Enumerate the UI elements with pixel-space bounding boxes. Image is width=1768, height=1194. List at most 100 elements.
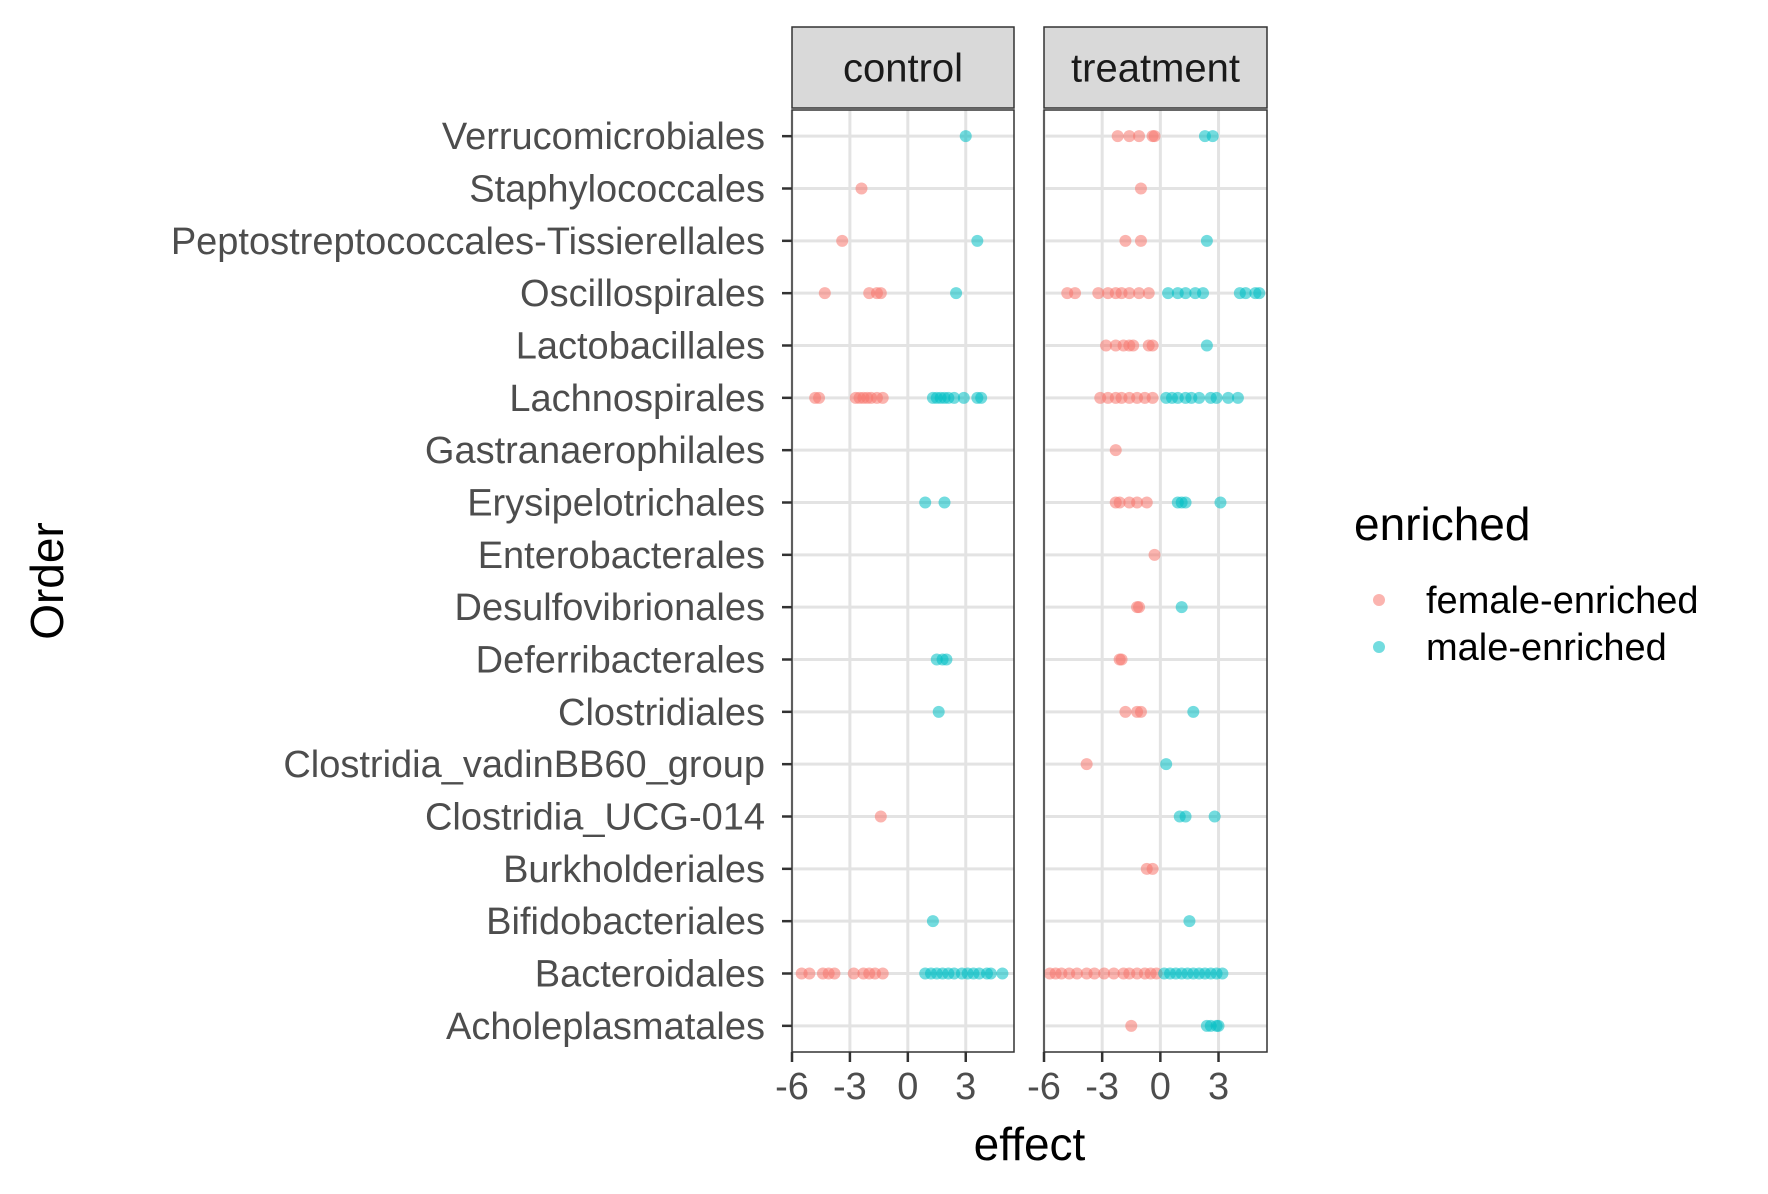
x-tick-label: -6 <box>775 1066 809 1108</box>
x-tick-label: 3 <box>955 1066 976 1108</box>
point-male-enriched <box>938 496 951 509</box>
point-male-enriched <box>1214 496 1227 509</box>
facet-strip-treatment <box>1043 26 1268 109</box>
point-male-enriched <box>1206 130 1219 143</box>
point-male-enriched <box>1239 287 1252 300</box>
x-tick-label: 3 <box>1208 1066 1229 1108</box>
point-female-enriched <box>1098 967 1111 980</box>
facet-strip-label-control: control <box>843 47 963 91</box>
point-female-enriched <box>876 967 889 980</box>
point-female-enriched <box>1133 601 1146 614</box>
y-tick-label-clostridiales: Clostridiales <box>558 692 765 734</box>
point-male-enriched <box>919 496 932 509</box>
point-male-enriched <box>1222 391 1235 404</box>
point-female-enriched <box>1069 287 1082 300</box>
point-female-enriched <box>836 234 849 247</box>
y-tick-label-clostridia-ucg-014: Clostridia_UCG-014 <box>425 797 765 839</box>
panel-background <box>792 110 1014 1052</box>
y-axis-title: Order <box>21 522 73 640</box>
y-tick-label-gastranaerophilales: Gastranaerophilales <box>425 430 765 472</box>
point-female-enriched <box>828 967 841 980</box>
legend-key-female-enriched <box>1373 594 1385 606</box>
point-female-enriched <box>874 287 887 300</box>
point-male-enriched <box>932 705 945 718</box>
point-female-enriched <box>1100 339 1113 352</box>
point-female-enriched <box>1133 287 1146 300</box>
point-male-enriched <box>1175 601 1188 614</box>
point-female-enriched <box>1146 391 1159 404</box>
point-male-enriched <box>1187 705 1200 718</box>
point-female-enriched <box>813 391 826 404</box>
legend: enriched female-enriched male-enriched <box>1354 498 1698 669</box>
point-female-enriched <box>876 391 889 404</box>
y-tick-label-enterobacterales: Enterobacterales <box>478 535 765 577</box>
point-male-enriched <box>1200 339 1213 352</box>
point-female-enriched <box>1125 1019 1138 1032</box>
point-female-enriched <box>1092 287 1105 300</box>
y-tick-label-verrucomicrobiales: Verrucomicrobiales <box>442 116 765 158</box>
point-female-enriched <box>1123 287 1136 300</box>
point-female-enriched <box>1127 339 1140 352</box>
panel-background <box>1044 110 1267 1052</box>
point-male-enriched <box>1160 758 1173 771</box>
point-female-enriched <box>1080 758 1093 771</box>
panel-border <box>1043 109 1268 1053</box>
point-male-enriched <box>1210 391 1223 404</box>
point-female-enriched <box>1133 130 1146 143</box>
y-tick-label-clostridia-vadinbb60-group: Clostridia_vadinBB60_group <box>283 744 765 786</box>
point-female-enriched <box>1088 967 1101 980</box>
point-male-enriched <box>971 234 984 247</box>
y-tick-label-lactobacillales: Lactobacillales <box>516 326 765 368</box>
point-male-enriched <box>1179 810 1192 823</box>
point-male-enriched <box>940 653 953 666</box>
point-male-enriched <box>950 287 963 300</box>
y-tick-label-burkholderiales: Burkholderiales <box>503 849 765 891</box>
point-male-enriched <box>1208 810 1221 823</box>
point-female-enriched <box>1134 234 1147 247</box>
x-tick-label: -3 <box>833 1066 867 1108</box>
y-tick-label-erysipelotrichales: Erysipelotrichales <box>467 483 765 525</box>
point-female-enriched <box>874 810 887 823</box>
point-male-enriched <box>1200 234 1213 247</box>
point-male-enriched <box>1183 915 1196 928</box>
point-female-enriched <box>1134 182 1147 195</box>
y-tick-label-acholeplasmatales: Acholeplasmatales <box>446 1006 765 1048</box>
point-male-enriched <box>957 391 970 404</box>
point-female-enriched <box>1148 548 1161 561</box>
panel-border <box>791 109 1015 1053</box>
y-tick-label-staphylococcales: Staphylococcales <box>469 169 765 211</box>
legend-title: enriched <box>1354 498 1530 550</box>
point-female-enriched <box>1111 130 1124 143</box>
point-male-enriched <box>1193 391 1206 404</box>
point-female-enriched <box>1134 705 1147 718</box>
facet-strip-label-treatment: treatment <box>1071 47 1240 91</box>
point-female-enriched <box>855 182 868 195</box>
point-male-enriched <box>975 391 988 404</box>
legend-label-female-enriched: female-enriched <box>1426 580 1698 622</box>
y-axis-tick-labels: Verrucomicrobiales Staphylococcales Peptos… <box>171 116 765 1048</box>
point-female-enriched <box>1115 653 1128 666</box>
y-tick-label-bacteroidales: Bacteroidales <box>535 954 765 996</box>
point-male-enriched <box>1253 287 1266 300</box>
point-female-enriched <box>1070 967 1083 980</box>
point-female-enriched <box>1123 130 1136 143</box>
point-female-enriched <box>1140 496 1153 509</box>
point-male-enriched <box>996 967 1009 980</box>
point-female-enriched <box>1113 496 1126 509</box>
y-tick-label-peptostreptococcales-tissierellales: Peptostreptococcales-Tissierellales <box>171 221 765 263</box>
point-male-enriched <box>1212 1019 1225 1032</box>
point-female-enriched <box>1109 444 1122 457</box>
point-male-enriched <box>1216 967 1229 980</box>
point-male-enriched <box>1231 391 1244 404</box>
facet-strip-control <box>791 26 1015 109</box>
point-male-enriched <box>926 915 939 928</box>
point-female-enriched <box>1119 234 1132 247</box>
point-male-enriched <box>959 130 972 143</box>
legend-key-male-enriched <box>1373 641 1385 653</box>
point-female-enriched <box>1107 967 1120 980</box>
point-female-enriched <box>1146 862 1159 875</box>
x-axis-title: effect <box>974 1118 1086 1170</box>
x-tick-label: -6 <box>1027 1066 1061 1108</box>
